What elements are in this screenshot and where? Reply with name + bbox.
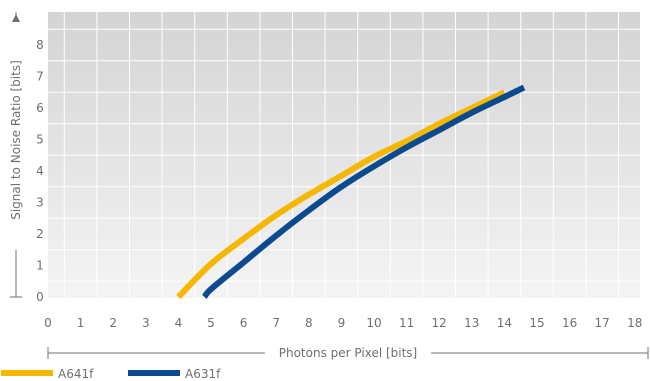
- x-axis-title-group: Photons per Pixel [bits]: [47, 346, 649, 360]
- x-tick-label: 15: [529, 316, 544, 330]
- y-axis-title: Signal to Noise Ratio [bits]: [9, 60, 23, 220]
- x-tick-label: 9: [338, 316, 346, 330]
- x-tick-label: 10: [366, 316, 381, 330]
- x-tick-label: 18: [627, 316, 642, 330]
- x-tick-label: 14: [497, 316, 512, 330]
- y-tick-label: 6: [36, 101, 44, 115]
- y-tick-label: 0: [36, 290, 44, 304]
- x-tick-label: 6: [240, 316, 248, 330]
- series-line-a641f: [176, 89, 506, 300]
- y-tick-label: 4: [36, 164, 44, 178]
- y-tick-label: 1: [36, 259, 44, 273]
- x-tick-label: 3: [142, 316, 150, 330]
- legend: A641f A631f: [1, 367, 221, 381]
- series-layer: [176, 84, 526, 300]
- x-tick-label: 17: [595, 316, 610, 330]
- x-tick-label: 4: [175, 316, 183, 330]
- x-tick-label: 5: [207, 316, 215, 330]
- y-tick-label: 7: [36, 70, 44, 84]
- series-line-a631f: [202, 84, 526, 299]
- y-tick-label: 3: [36, 196, 44, 210]
- x-tick-label: 16: [562, 316, 577, 330]
- y-axis-arrow-icon: [12, 14, 20, 22]
- x-tick-label: 12: [432, 316, 447, 330]
- x-axis-title: Photons per Pixel [bits]: [279, 346, 418, 360]
- x-tick-label: 8: [305, 316, 313, 330]
- x-tick-label: 1: [77, 316, 85, 330]
- x-tick-label: 11: [399, 316, 414, 330]
- y-axis-title-group: Signal to Noise Ratio [bits]: [9, 12, 23, 298]
- y-tick-label: 5: [36, 133, 44, 147]
- x-tick-label: 13: [464, 316, 479, 330]
- x-tick-label: 0: [44, 316, 52, 330]
- x-tick-labels: 0 1 2 3 4 5 6 7 8 9 10 11 12 13 14 15 16 17 18: [44, 316, 642, 330]
- x-tick-label: 2: [109, 316, 117, 330]
- legend-label-a631f: A631f: [185, 367, 221, 381]
- legend-label-a641f: A641f: [58, 367, 94, 381]
- y-tick-label: 8: [36, 38, 44, 52]
- x-tick-label: 7: [272, 316, 280, 330]
- y-tick-label: 2: [36, 227, 44, 241]
- legend-swatch-a631f: [128, 370, 180, 376]
- y-tick-labels: 0 1 2 3 4 5 6 7 8: [36, 38, 44, 304]
- legend-swatch-a641f: [1, 370, 53, 376]
